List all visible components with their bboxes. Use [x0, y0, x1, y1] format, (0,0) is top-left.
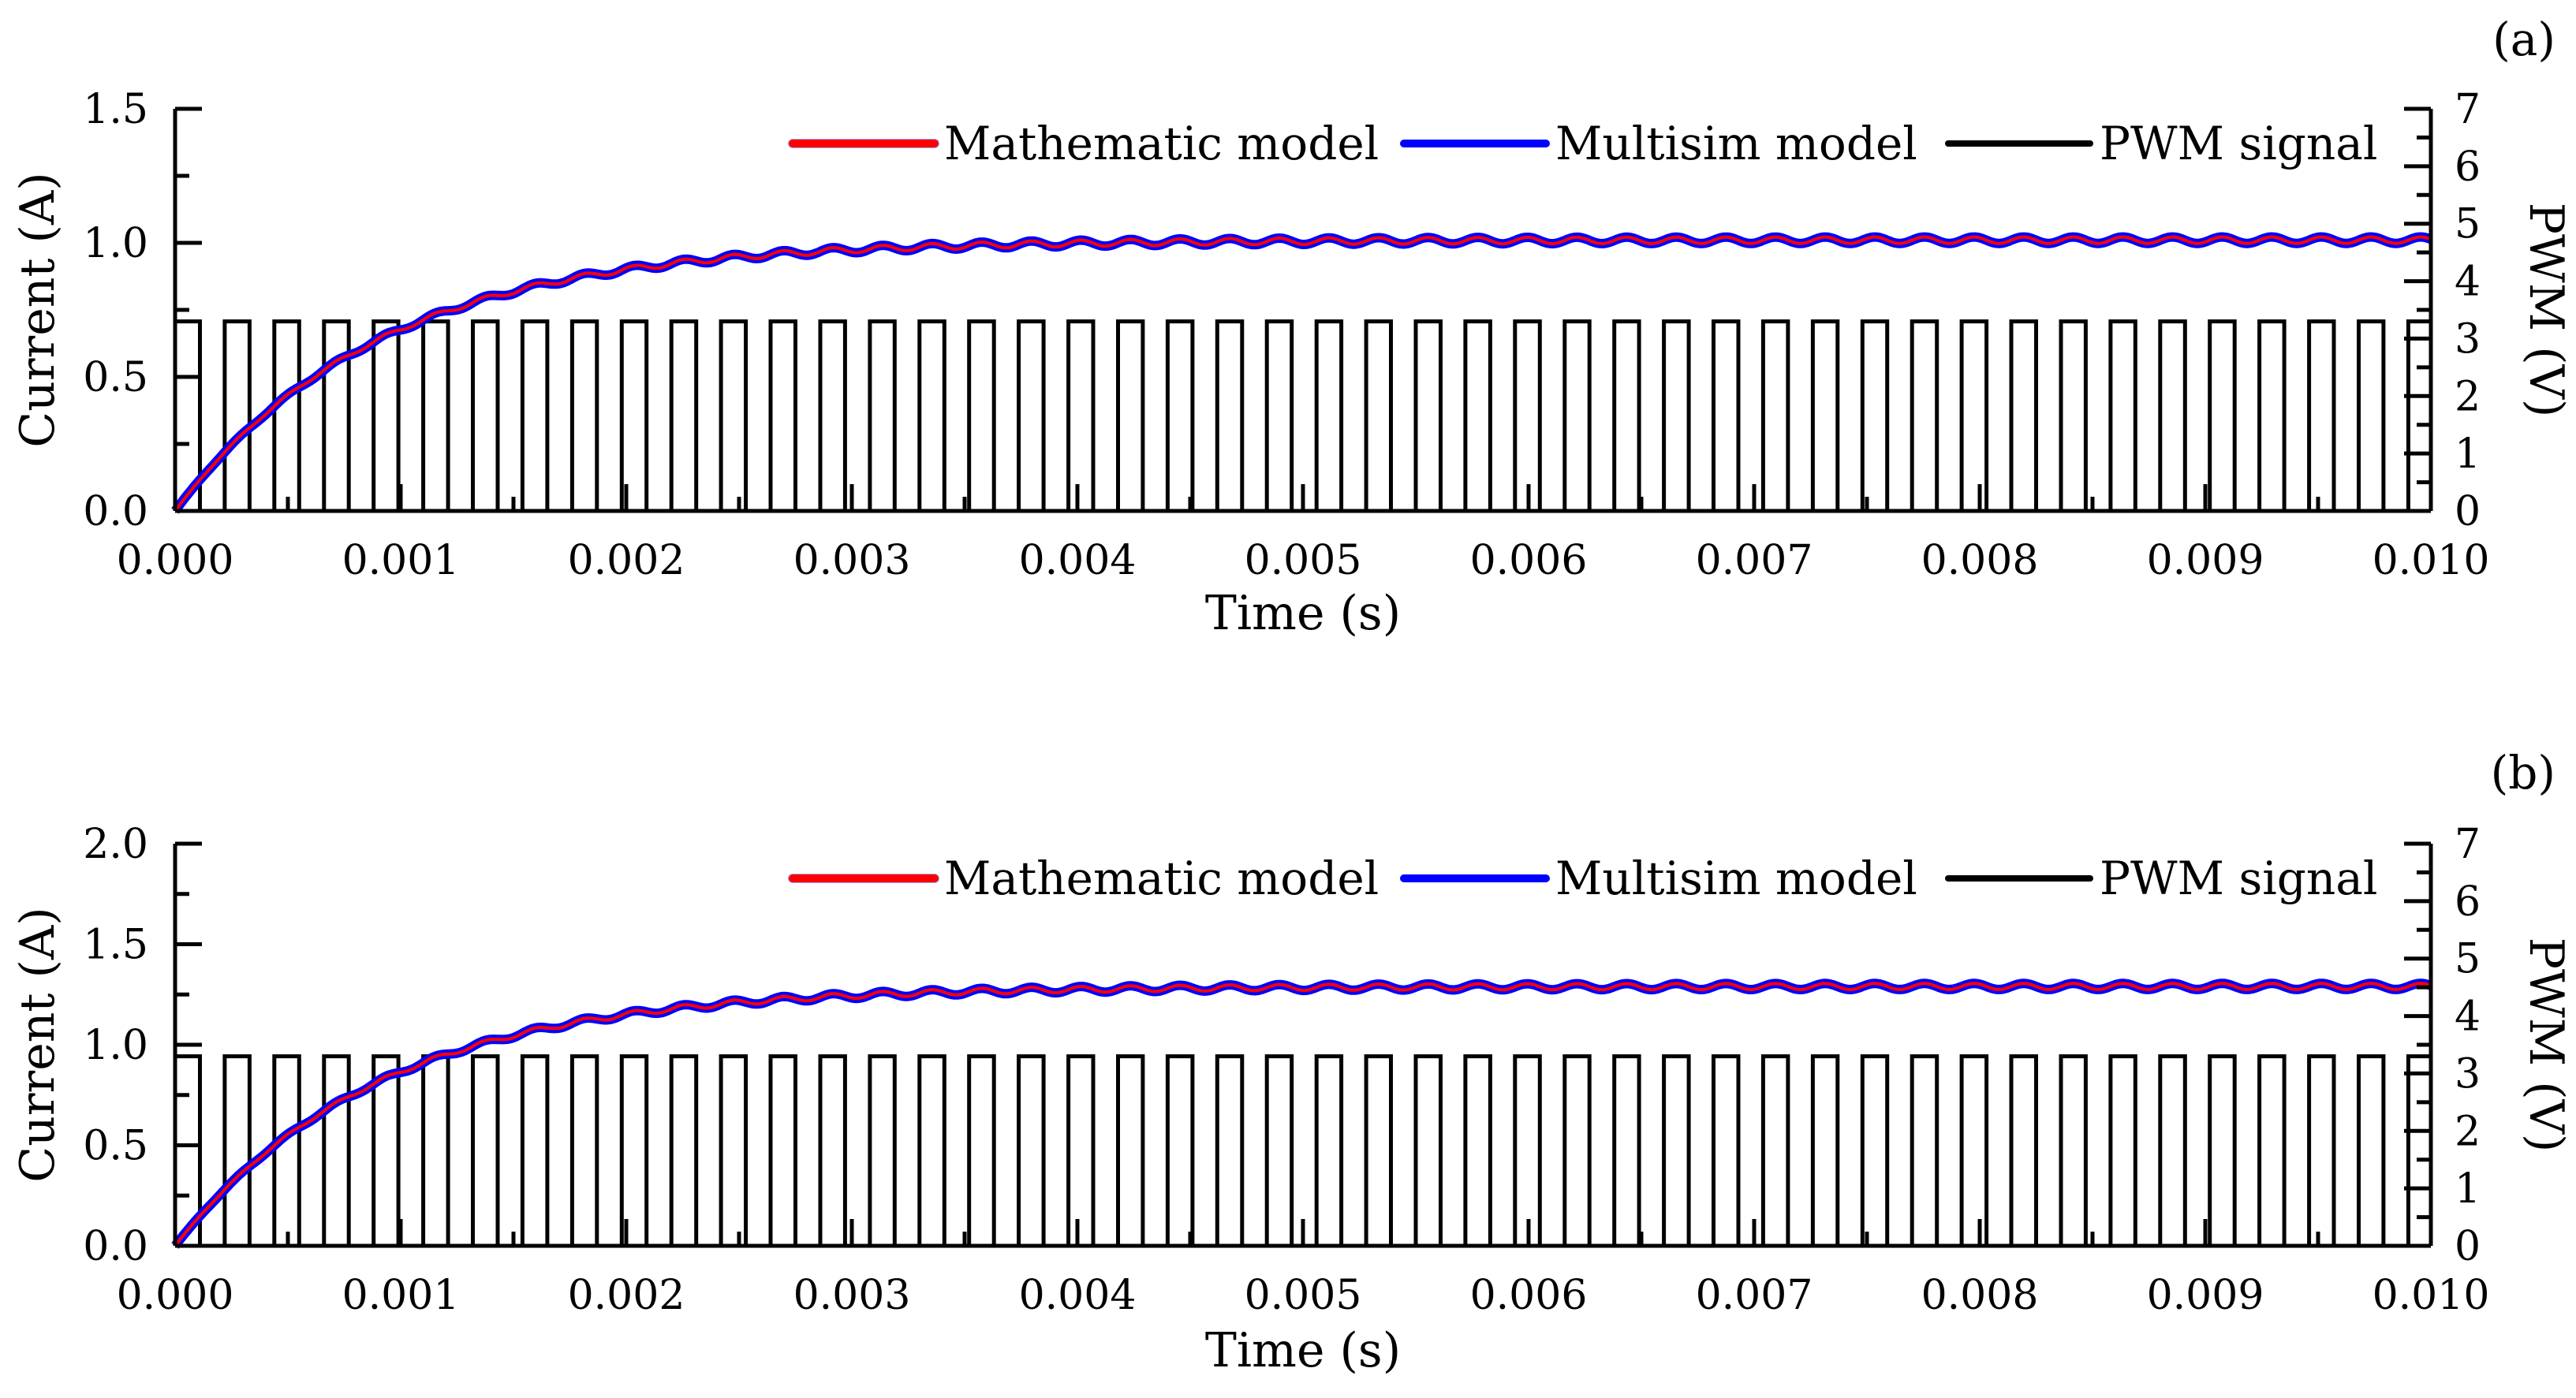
right-y-axis-label: PWM (V): [2518, 203, 2574, 418]
left-y-tick-label: 1.0: [83, 220, 148, 267]
pwm-signal-line: [173, 319, 2433, 513]
legend-mathematic-model: Mathematic model: [788, 852, 1379, 905]
legend-label: PWM signal: [2100, 117, 2377, 170]
x-tick-label: 0.008: [1921, 1272, 2039, 1319]
right-y-axis-label: PWM (V): [2518, 938, 2574, 1153]
chart-panel-a: 0.000 0.001 0.002 0.003 0.004 0.005 0.006 0.007…: [10, 13, 2574, 641]
panel-label: (a): [2492, 13, 2555, 66]
mathematic-model-line: [174, 982, 2432, 1247]
right-y-tick-label: 7: [2455, 86, 2481, 133]
right-y-tick-label: 1: [2455, 1165, 2481, 1213]
legend-label: Multisim model: [1555, 852, 1917, 905]
right-y-tick-label: 0: [2455, 488, 2481, 535]
right-y-tick-label: 3: [2455, 1050, 2481, 1098]
left-y-tick-label: 1.5: [83, 86, 148, 133]
x-tick-label: 0.003: [793, 1272, 911, 1319]
left-y-tick-label: 0.5: [83, 354, 148, 401]
legend-pwm-signal: PWM signal: [1945, 117, 2377, 170]
multisim-model-line: [171, 232, 2435, 514]
right-y-tick-label: 0: [2455, 1223, 2481, 1270]
panel-label: (b): [2491, 746, 2555, 800]
x-tick-label: 0.005: [1245, 1272, 1362, 1319]
left-y-tick-label: 1.5: [83, 922, 148, 969]
mathematic-model-line: [174, 235, 2432, 513]
x-tick-label: 0.010: [2373, 537, 2490, 584]
right-y-tick-label: 6: [2455, 878, 2481, 926]
right-y-tick-label: 6: [2455, 144, 2481, 191]
x-tick-label: 0.004: [1019, 537, 1137, 584]
right-y-tick-label: 2: [2455, 373, 2481, 420]
right-y-tick-label: 3: [2455, 315, 2481, 363]
x-tick-label: 0.007: [1696, 1272, 1813, 1319]
x-axis-label: Time (s): [1205, 586, 1401, 641]
x-tick-label: 0.005: [1245, 537, 1362, 584]
x-tick-label: 0.003: [793, 537, 911, 584]
legend-label: PWM signal: [2100, 852, 2377, 905]
left-y-axis-label: Current (A): [10, 172, 65, 447]
right-y-tick-label: 2: [2455, 1108, 2481, 1155]
x-tick-label: 0.006: [1470, 1272, 1588, 1319]
x-tick-label: 0.007: [1696, 537, 1813, 584]
left-y-tick-label: 0.0: [83, 1223, 148, 1270]
x-tick-label: 0.009: [2147, 537, 2264, 584]
right-y-tick-label: 4: [2455, 259, 2481, 306]
x-tick-label: 0.002: [568, 1272, 685, 1319]
right-y-tick-label: 4: [2455, 994, 2481, 1041]
multisim-model-line: [171, 979, 2435, 1249]
right-y-tick-label: 5: [2455, 936, 2481, 983]
legend-multisim-model: Multisim model: [1400, 852, 1917, 905]
legend-multisim-model: Multisim model: [1400, 117, 1917, 170]
x-tick-label: 0.008: [1921, 537, 2039, 584]
x-tick-label: 0.010: [2373, 1272, 2490, 1319]
right-y-tick-label: 1: [2455, 431, 2481, 478]
x-tick-label: 0.002: [568, 537, 685, 584]
legend-label: Mathematic model: [944, 117, 1379, 170]
x-tick-label: 0.001: [342, 1272, 460, 1319]
x-tick-label: 0.000: [117, 1272, 234, 1319]
x-axis-label: Time (s): [1205, 1323, 1401, 1378]
x-tick-label: 0.004: [1019, 1272, 1137, 1319]
right-y-tick-label: 5: [2455, 201, 2481, 248]
left-y-axis-label: Current (A): [10, 907, 65, 1182]
pwm-signal-line: [173, 1054, 2433, 1248]
x-tick-label: 0.000: [117, 537, 234, 584]
x-tick-label: 0.001: [342, 537, 460, 584]
legend-pwm-signal: PWM signal: [1945, 852, 2377, 905]
x-tick-label: 0.009: [2147, 1272, 2264, 1319]
left-y-tick-label: 0.5: [83, 1123, 148, 1170]
left-y-tick-label: 2.0: [83, 821, 148, 868]
chart-panel-b: 0.000 0.001 0.002 0.003 0.004 0.005 0.006 0.007…: [10, 746, 2574, 1378]
legend-label: Mathematic model: [944, 852, 1379, 905]
left-y-tick-label: 0.0: [83, 488, 148, 535]
legend-label: Multisim model: [1555, 117, 1917, 170]
legend-mathematic-model: Mathematic model: [788, 117, 1379, 170]
right-y-tick-label: 7: [2455, 821, 2481, 868]
x-tick-label: 0.006: [1470, 537, 1588, 584]
left-y-tick-label: 1.0: [83, 1022, 148, 1069]
